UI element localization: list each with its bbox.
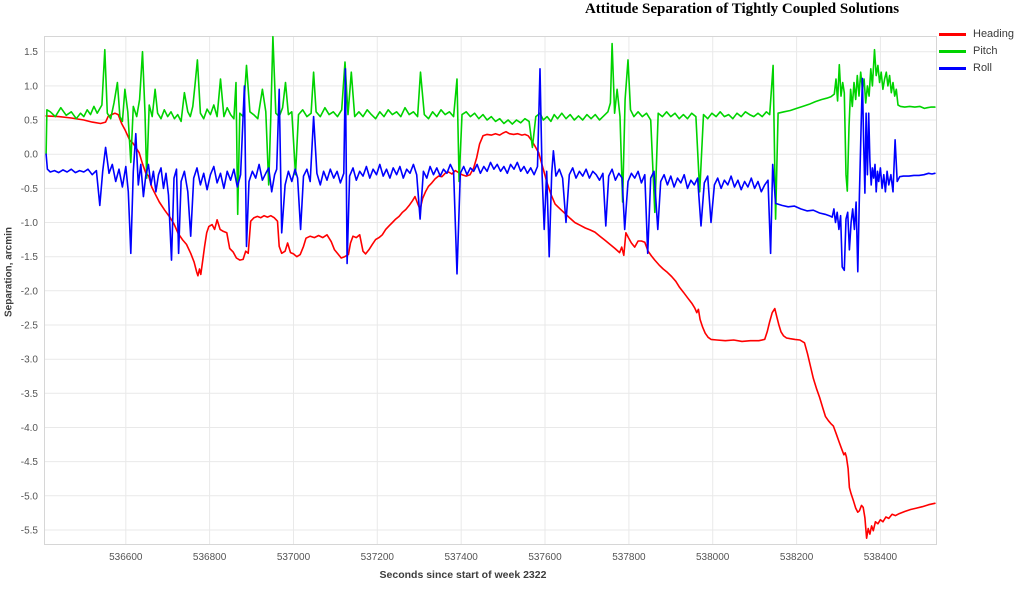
- legend: Heading Pitch Roll: [939, 26, 1014, 77]
- legend-label-roll: Roll: [973, 62, 992, 74]
- series-line-roll: [45, 68, 936, 275]
- series-line-pitch: [45, 35, 936, 220]
- x-tick-label: 536600: [109, 552, 143, 563]
- legend-swatch-pitch: [939, 50, 966, 53]
- series-line-heading: [45, 112, 936, 540]
- x-tick-label: 537000: [277, 552, 311, 563]
- y-tick-label: -5.0: [21, 491, 39, 502]
- y-axis-title: Separation, arcmin: [3, 226, 15, 318]
- y-tick-label: -4.0: [21, 423, 39, 434]
- y-tick-label: -4.5: [21, 457, 39, 468]
- x-tick-label: 537200: [361, 552, 395, 563]
- legend-item-heading: Heading: [939, 26, 1014, 43]
- legend-swatch-roll: [939, 67, 966, 70]
- legend-swatch-heading: [939, 33, 966, 36]
- x-tick-label: 538200: [780, 552, 814, 563]
- y-tick-label: -1.0: [21, 218, 39, 229]
- x-tick-label: 536800: [193, 552, 227, 563]
- y-tick-label: -1.5: [21, 252, 39, 263]
- x-tick-label: 537400: [445, 552, 479, 563]
- legend-item-roll: Roll: [939, 60, 1014, 77]
- legend-label-pitch: Pitch: [973, 45, 998, 57]
- y-tick-label: -5.5: [21, 526, 39, 537]
- y-tick-label: -0.5: [21, 184, 39, 195]
- x-tick-label: 537600: [528, 552, 562, 563]
- x-tick-label: 538400: [864, 552, 898, 563]
- x-tick-label: 537800: [612, 552, 646, 563]
- y-tick-label: -2.5: [21, 321, 39, 332]
- y-tick-label: -3.5: [21, 389, 39, 400]
- y-tick-label: -3.0: [21, 355, 39, 366]
- y-tick-label: 1.5: [24, 47, 38, 58]
- legend-label-heading: Heading: [973, 28, 1014, 40]
- chart-title: Attitude Separation of Tightly Coupled S…: [584, 1, 900, 17]
- x-axis-title: Seconds since start of week 2322: [379, 569, 547, 581]
- x-tick-label: 538000: [696, 552, 730, 563]
- legend-item-pitch: Pitch: [939, 43, 1014, 60]
- y-tick-label: 0.5: [24, 116, 38, 127]
- y-tick-label: 0.0: [24, 150, 38, 161]
- y-tick-label: 1.0: [24, 81, 38, 92]
- plot-border: [44, 36, 937, 545]
- y-tick-label: -2.0: [21, 286, 39, 297]
